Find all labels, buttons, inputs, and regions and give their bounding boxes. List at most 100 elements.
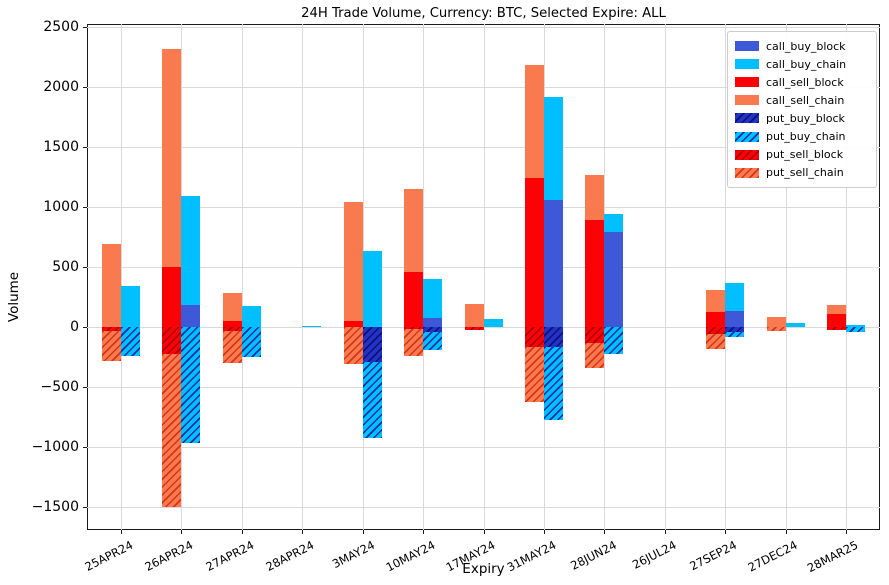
y-tick-label: 2000 bbox=[43, 79, 79, 95]
bar-segment-call_sell_block bbox=[524, 178, 544, 327]
legend: call_buy_block call_buy_chain call_sell_bl… bbox=[727, 31, 877, 188]
bar-segment-put_sell_block bbox=[404, 327, 424, 330]
bar-segment-call_buy_chain bbox=[302, 325, 322, 327]
y-tick-mark bbox=[83, 207, 87, 208]
bar-segment-call_buy_chain bbox=[725, 282, 745, 312]
legend-label: call_buy_block bbox=[766, 39, 846, 53]
bar-segment-put_sell_chain bbox=[222, 330, 242, 363]
y-axis-label: Volume bbox=[6, 271, 22, 323]
x-tick-mark bbox=[604, 530, 606, 534]
bar-segment-call_buy_chain bbox=[241, 306, 261, 327]
gridline-vertical bbox=[664, 24, 666, 530]
legend-swatch-put_sell_block bbox=[735, 149, 759, 160]
bar-segment-put_sell_chain bbox=[766, 327, 786, 332]
gridline-vertical bbox=[121, 24, 122, 530]
bar-segment-call_buy_chain bbox=[483, 319, 503, 327]
bar-segment-call_sell_block bbox=[162, 267, 182, 327]
bar-segment-call_sell_block bbox=[585, 220, 605, 327]
bar-segment-put_buy_chain bbox=[121, 327, 140, 356]
bar-segment-put_sell_chain bbox=[102, 330, 121, 362]
bar-segment-call_sell_chain bbox=[524, 65, 544, 179]
bar-segment-put_buy_block bbox=[362, 327, 382, 362]
gridline-vertical bbox=[483, 24, 485, 530]
bar-segment-call_sell_block bbox=[343, 321, 363, 327]
bar-segment-call_buy_chain bbox=[846, 324, 865, 327]
bar-segment-call_sell_chain bbox=[102, 244, 121, 327]
legend-label: call_buy_chain bbox=[766, 57, 847, 71]
legend-label: put_sell_block bbox=[766, 148, 844, 162]
bar-segment-put_buy_chain bbox=[362, 361, 382, 438]
bar-segment-call_buy_chain bbox=[423, 279, 443, 318]
bar-segment-call_buy_chain bbox=[121, 286, 140, 327]
y-tick-mark bbox=[83, 327, 87, 328]
bar-segment-call_buy_block bbox=[543, 199, 563, 327]
bar-segment-call_buy_block bbox=[725, 311, 745, 327]
gridline-vertical bbox=[302, 24, 304, 530]
legend-item-put_sell_chain: put_sell_chain bbox=[735, 164, 868, 182]
bar-segment-put_sell_block bbox=[162, 327, 182, 354]
legend-label: put_buy_chain bbox=[766, 130, 846, 144]
y-tick-mark bbox=[83, 387, 87, 388]
y-tick-label: 1500 bbox=[43, 139, 79, 155]
bar-segment-put_buy_chain bbox=[725, 331, 745, 338]
bar-segment-call_sell_block bbox=[827, 313, 846, 327]
legend-label: call_sell_chain bbox=[766, 93, 845, 107]
x-tick-mark bbox=[302, 530, 304, 534]
bar-segment-call_buy_chain bbox=[785, 322, 805, 327]
bar-segment-put_sell_block bbox=[222, 327, 242, 331]
bar-segment-put_buy_chain bbox=[846, 327, 865, 333]
x-tick-mark bbox=[664, 530, 666, 534]
legend-item-call_sell_chain: call_sell_chain bbox=[735, 91, 868, 109]
legend-item-call_buy_chain: call_buy_chain bbox=[735, 55, 868, 73]
y-tick-label: 500 bbox=[52, 259, 79, 275]
y-tick-mark bbox=[83, 87, 87, 88]
bar-segment-put_buy_block bbox=[543, 327, 563, 347]
bar-segment-call_sell_chain bbox=[827, 304, 846, 314]
bar-segment-put_sell_chain bbox=[343, 327, 363, 365]
bar-segment-call_sell_chain bbox=[404, 189, 424, 272]
bar-segment-put_buy_block bbox=[423, 327, 443, 332]
y-tick-label: 1000 bbox=[43, 199, 79, 215]
bar-segment-call_sell_chain bbox=[585, 175, 605, 221]
x-tick-mark bbox=[181, 530, 183, 534]
gridline-vertical bbox=[725, 24, 727, 530]
chart-title: 24H Trade Volume, Currency: BTC, Selecte… bbox=[301, 6, 666, 21]
bar-segment-call_sell_block bbox=[706, 312, 726, 327]
y-tick-label: 2500 bbox=[43, 19, 79, 35]
y-axis-label-wrap: Volume bbox=[4, 147, 24, 447]
bar-segment-put_buy_chain bbox=[181, 327, 201, 443]
x-tick-mark bbox=[846, 530, 847, 534]
legend-swatch-call_sell_block bbox=[735, 77, 759, 88]
y-tick-label: −1000 bbox=[31, 439, 79, 455]
bar-segment-call_sell_chain bbox=[162, 48, 182, 267]
bar-segment-put_sell_block bbox=[585, 327, 605, 344]
gridline-vertical bbox=[241, 24, 243, 530]
bar-segment-call_buy_chain bbox=[604, 214, 624, 233]
y-tick-mark bbox=[83, 147, 87, 148]
gridline-vertical bbox=[846, 24, 847, 530]
bar-segment-put_sell_chain bbox=[706, 334, 726, 350]
legend-label: put_sell_chain bbox=[766, 166, 844, 180]
bar-segment-put_buy_chain bbox=[543, 346, 563, 420]
legend-swatch-call_buy_block bbox=[735, 41, 759, 52]
bar-segment-call_sell_chain bbox=[464, 304, 484, 327]
gridline-vertical bbox=[785, 24, 787, 530]
bar-segment-put_sell_chain bbox=[585, 343, 605, 368]
bar-segment-put_sell_block bbox=[524, 327, 544, 347]
x-tick-mark bbox=[241, 530, 243, 534]
x-tick-mark bbox=[362, 530, 364, 534]
y-tick-mark bbox=[83, 27, 87, 28]
bar-segment-put_sell_block bbox=[464, 327, 484, 330]
bar-segment-call_buy_block bbox=[604, 232, 624, 327]
bar-segment-call_sell_block bbox=[404, 271, 424, 327]
bar-segment-call_buy_chain bbox=[543, 96, 563, 200]
bar-segment-call_sell_chain bbox=[343, 202, 363, 321]
legend-swatch-put_sell_chain bbox=[735, 167, 759, 178]
y-tick-label: 0 bbox=[70, 319, 79, 335]
bar-segment-put_sell_block bbox=[102, 327, 121, 331]
legend-item-call_buy_block: call_buy_block bbox=[735, 37, 868, 55]
legend-swatch-call_buy_chain bbox=[735, 59, 759, 70]
bar-segment-put_buy_chain bbox=[241, 327, 261, 357]
bar-segment-call_sell_chain bbox=[706, 289, 726, 312]
